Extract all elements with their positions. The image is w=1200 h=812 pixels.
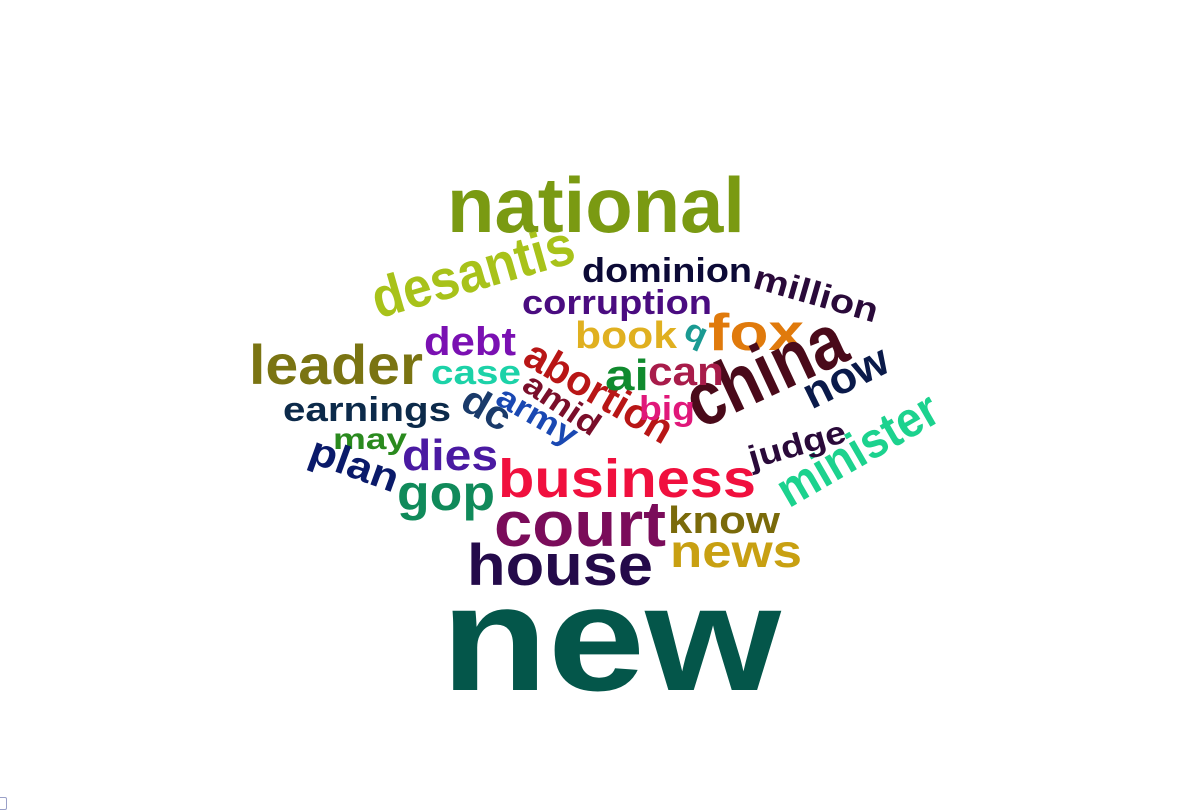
word-gop: gop (397, 465, 495, 521)
word-may: may (333, 423, 407, 456)
word-know: know (668, 500, 780, 542)
word-earnings: earnings (283, 391, 451, 429)
word-national: national (447, 161, 745, 249)
corner-handle-icon (0, 797, 7, 810)
word-fox: fox (708, 304, 804, 362)
word-can: can (648, 350, 724, 394)
word-house: house (467, 533, 653, 598)
word-corruption: corruption (522, 284, 712, 322)
word-new: new (441, 554, 781, 722)
word-business: business (498, 449, 756, 509)
word-big: big (639, 390, 695, 428)
word-court: court (494, 488, 666, 560)
word-debt: debt (424, 320, 516, 364)
word-dies: dies (402, 431, 498, 480)
word-case: case (431, 354, 521, 392)
word-news: news (670, 525, 802, 577)
word-book: book (575, 315, 678, 357)
word-leader: leader (249, 333, 423, 396)
word-ai: ai (605, 351, 649, 400)
word-dominion: dominion (582, 252, 752, 290)
